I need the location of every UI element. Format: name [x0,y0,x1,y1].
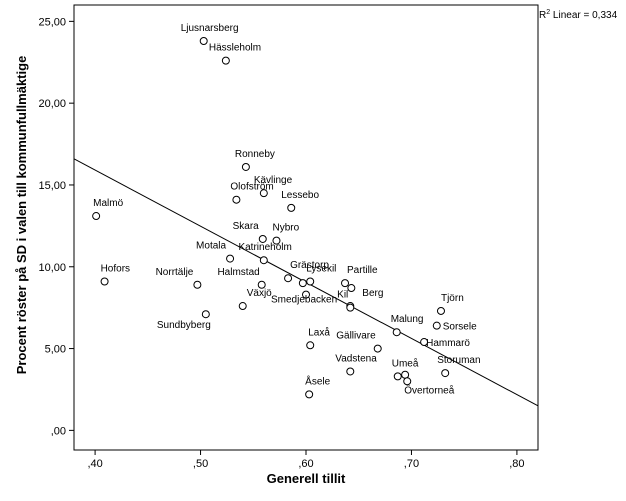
point-label: Skara [233,221,260,232]
data-point [199,36,208,45]
point-label: Umeå [392,357,419,369]
point-label: Kävlinge [254,175,293,186]
y-tick-label: 5,00 [45,344,66,356]
point-label: Åsele [305,374,330,387]
data-point [401,370,410,379]
data-point [221,56,230,65]
point-label: Katrineholm [238,242,291,253]
y-axis: ,00 5,00 10,00 15,00 20,00 25,00 [38,16,74,437]
point-label: Hammarö [426,338,470,349]
y-tick-label: ,00 [51,425,66,437]
x-axis: ,40 ,50 ,60 ,70 ,80 [87,450,525,470]
data-point [436,306,445,315]
data-point [226,254,235,263]
data-point [259,256,268,265]
data-point [346,367,355,376]
x-tick-label: ,50 [193,458,208,470]
data-point [232,195,241,204]
point-label: Hofors [101,263,130,274]
y-tick-label: 20,00 [38,98,66,110]
data-point [257,280,266,289]
point-label: Motala [196,241,226,252]
x-tick-label: ,40 [87,458,102,470]
data-point [403,377,412,386]
point-label: Berg [362,288,383,299]
r2-symbol: R [539,10,546,21]
point-label: Övertorneå [404,384,454,396]
data-point [393,372,402,381]
data-point [193,280,202,289]
y-tick-label: 10,00 [38,262,66,274]
point-label: Gällivare [336,331,376,342]
point-label: Malmö [93,198,123,209]
x-tick-label: ,80 [509,458,524,470]
point-label: Malung [391,314,424,325]
r2-value: Linear = 0,334 [550,10,617,21]
point-label: Laxå [308,326,330,338]
data-point [238,302,247,311]
data-point [346,303,355,312]
data-point [306,341,315,350]
data-point [306,277,315,286]
data-point [92,212,101,221]
data-point [259,189,268,198]
point-label: Olofström [230,182,273,193]
point-label: Växjö [247,288,272,299]
r2-superscript: 2 [546,9,550,16]
data-point [420,338,429,347]
point-label: Hässleholm [209,43,261,54]
point-labels: Ljusnarsberg Hässleholm Ronneby KävlingeOlo… [93,23,480,396]
data-point [298,279,307,288]
x-axis-title: Generell tillit [267,471,346,486]
data-point [241,162,250,171]
y-tick-label: 15,00 [38,180,66,192]
data-point [258,234,267,243]
data-points [92,36,450,399]
data-point [302,290,310,299]
data-point [392,328,401,337]
data-point [341,279,350,288]
point-label: Halmstad [217,267,259,278]
plot-area [73,4,539,451]
point-label: Grästorp [290,260,329,271]
point-label: Ronneby [235,149,275,160]
data-point [100,277,109,286]
data-point [201,310,210,319]
data-point [441,369,450,378]
x-tick-label: ,70 [404,458,419,470]
data-point [272,236,281,245]
x-tick-label: ,60 [298,458,313,470]
point-label: Kil [337,290,348,301]
point-label: Sorsele [443,322,477,333]
data-point [305,390,314,399]
point-label: Storuman [437,355,480,366]
data-point [347,284,356,293]
point-label: Lysekil [306,263,336,274]
point-label: Smedjebacken [271,295,337,306]
point-label: Lessebo [281,190,319,201]
point-label: Norrtälje [156,267,194,278]
point-label: Partille [347,265,378,276]
point-label: Ljusnarsberg [181,23,239,34]
point-label: Tjörn [441,293,464,304]
point-label: Vadstena [335,353,377,364]
y-tick-label: 25,00 [38,16,66,28]
data-point [287,203,296,212]
y-axis-title: Procent röster på SD i valen till kommun… [14,56,29,375]
point-label: Sundbyberg [157,320,211,331]
point-label: Nybro [272,223,299,234]
r2-annotation: R2 Linear = 0,334 [539,9,618,21]
data-point [284,274,293,283]
data-point [373,344,382,353]
data-point [432,321,441,330]
